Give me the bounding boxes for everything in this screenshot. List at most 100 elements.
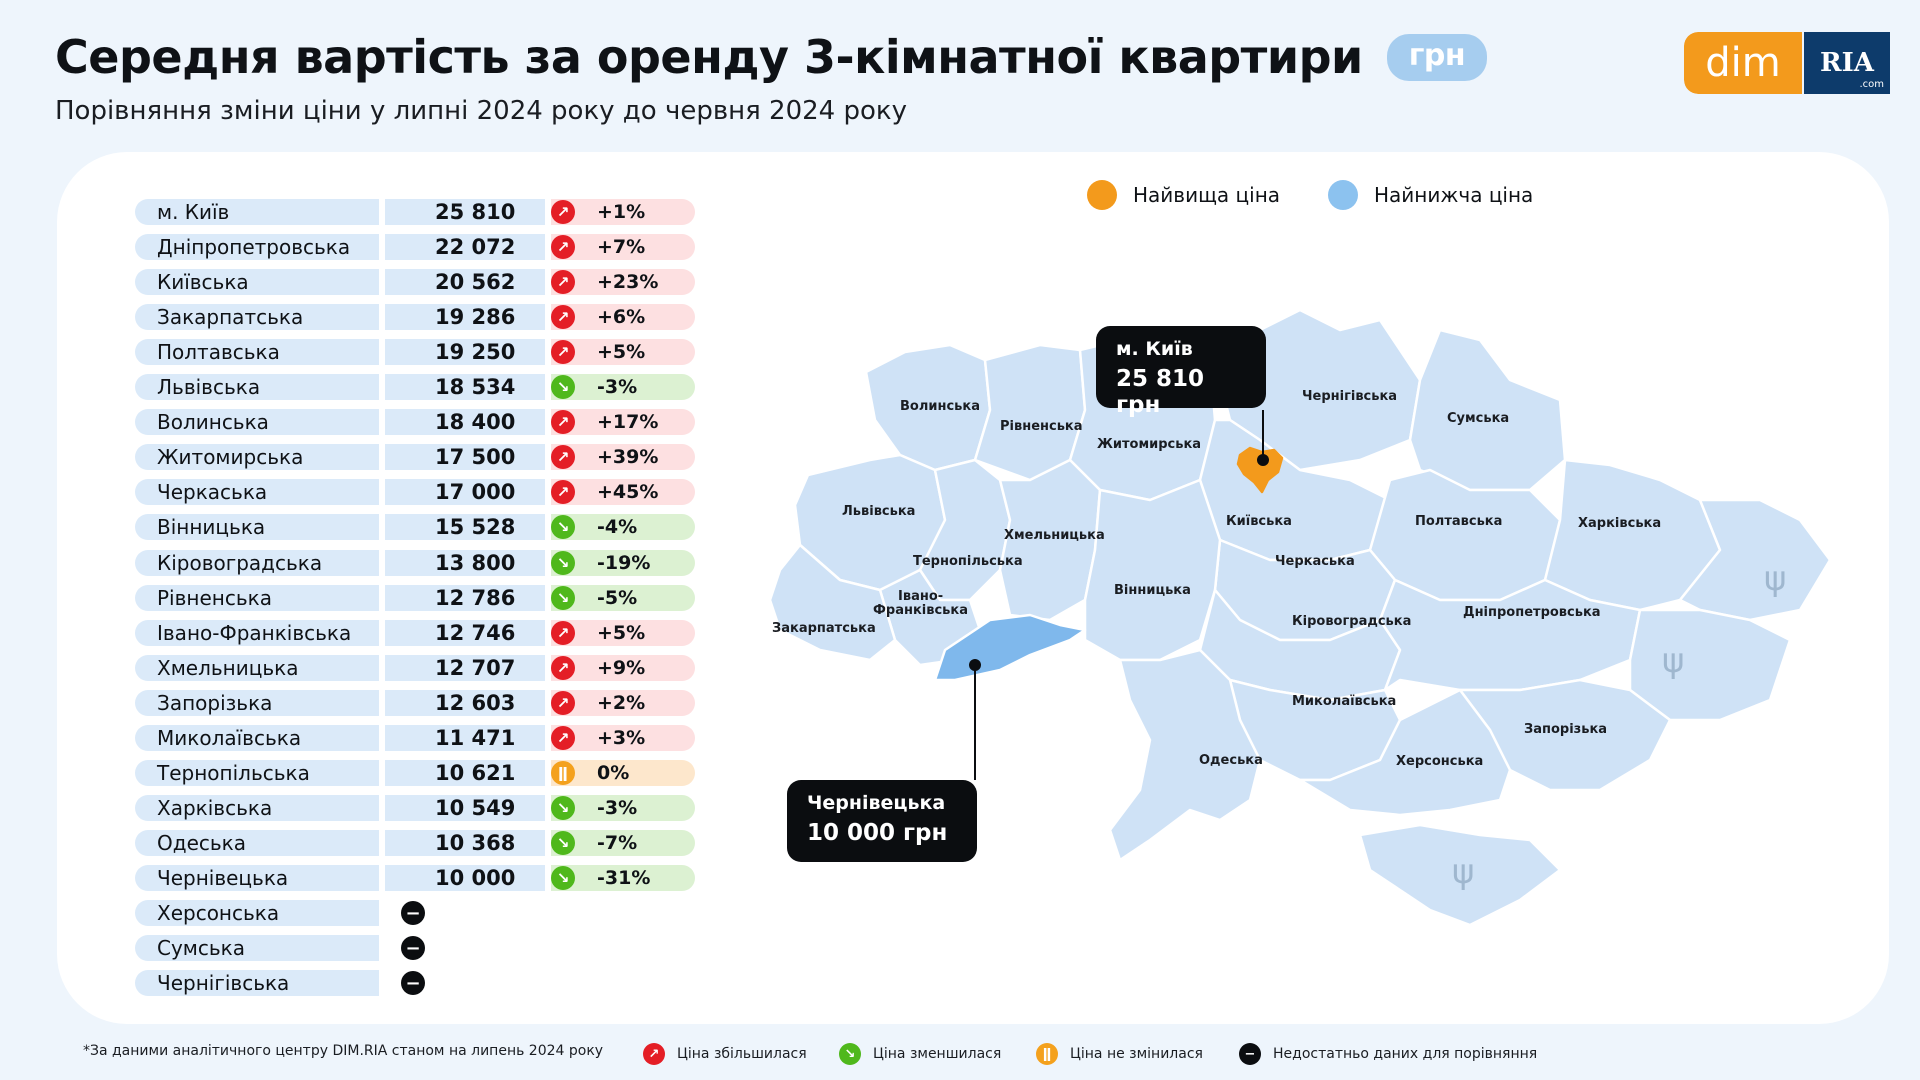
change-cell: ↗ +7% bbox=[551, 234, 695, 260]
region-name: Івано-Франківська bbox=[135, 620, 379, 646]
arrow-up-icon: ↗ bbox=[551, 445, 575, 469]
price-value: 22 072 bbox=[385, 234, 545, 260]
change-cell: ↗ +45% bbox=[551, 479, 695, 505]
region-luhanska bbox=[1678, 498, 1832, 622]
trident-icon: ψ bbox=[1452, 852, 1474, 892]
logo-ria-domain: .com bbox=[1859, 79, 1884, 90]
price-value: 11 471 bbox=[385, 725, 545, 751]
change-percent: +45% bbox=[597, 481, 659, 503]
table-row: Київська 20 562 ↗ +23% bbox=[135, 269, 695, 295]
logo-ria-text: RIA bbox=[1820, 48, 1874, 78]
change-percent: +17% bbox=[597, 411, 659, 433]
minus-icon: − bbox=[401, 971, 425, 995]
arrow-down-icon: ↘ bbox=[551, 796, 575, 820]
table-row: Чернівецька 10 000 ↘ -31% bbox=[135, 865, 695, 891]
table-row: Кіровоградська 13 800 ↘ -19% bbox=[135, 550, 695, 576]
change-percent: +7% bbox=[597, 236, 646, 258]
region-odeska bbox=[1108, 648, 1262, 862]
table-row: Черкаська 17 000 ↗ +45% bbox=[135, 479, 695, 505]
region-name: м. Київ bbox=[135, 199, 379, 225]
callout-highest-value: 25 810 грн bbox=[1116, 366, 1205, 418]
legend-highest: Найвища ціна bbox=[1087, 180, 1280, 210]
arrow-up-icon: ↗ bbox=[551, 410, 575, 434]
footer-legend-nodata: − Недостатньо даних для порівняння bbox=[1239, 1043, 1537, 1065]
trident-icons: ψ ψ ψ bbox=[1452, 559, 1786, 892]
change-cell: ↗ +3% bbox=[551, 725, 695, 751]
change-percent: -4% bbox=[597, 516, 638, 538]
price-value: 18 534 bbox=[385, 374, 545, 400]
map-label-rivnenska: Рівненська bbox=[1000, 419, 1083, 434]
region-donetska bbox=[1628, 608, 1792, 722]
arrow-up-icon: ↗ bbox=[551, 340, 575, 364]
region-name: Полтавська bbox=[135, 339, 379, 365]
region-name: Херсонська bbox=[135, 900, 379, 926]
price-value: 10 621 bbox=[385, 760, 545, 786]
price-value: 12 746 bbox=[385, 620, 545, 646]
dimria-logo[interactable]: dim RIA .com bbox=[1684, 32, 1890, 94]
change-cell: ↘ -3% bbox=[551, 795, 695, 821]
change-cell: ↗ +17% bbox=[551, 409, 695, 435]
map-label-odeska: Одеська bbox=[1199, 753, 1263, 768]
arrow-up-icon: ↗ bbox=[551, 305, 575, 329]
map-label-ternopilska: Тернопільська bbox=[913, 554, 1023, 569]
price-value: 17 000 bbox=[385, 479, 545, 505]
price-value: 15 528 bbox=[385, 514, 545, 540]
table-row: Миколаївська 11 471 ↗ +3% bbox=[135, 725, 695, 751]
region-name: Черкаська bbox=[135, 479, 379, 505]
price-value: 20 562 bbox=[385, 269, 545, 295]
change-cell: ↘ -19% bbox=[551, 550, 695, 576]
change-cell: ↗ +2% bbox=[551, 690, 695, 716]
arrow-up-icon: ↗ bbox=[551, 270, 575, 294]
arrow-down-icon: ↘ bbox=[839, 1043, 861, 1065]
table-row: Волинська 18 400 ↗ +17% bbox=[135, 409, 695, 435]
region-name: Запорізька bbox=[135, 690, 379, 716]
logo-ria-part: RIA .com bbox=[1804, 32, 1890, 94]
map-label-mykolaivska: Миколаївська bbox=[1292, 694, 1396, 709]
arrow-up-icon: ↗ bbox=[551, 235, 575, 259]
arrow-down-icon: ↘ bbox=[551, 831, 575, 855]
region-name: Київська bbox=[135, 269, 379, 295]
change-cell: ↘ -7% bbox=[551, 830, 695, 856]
change-percent: +23% bbox=[597, 271, 659, 293]
price-value: 19 250 bbox=[385, 339, 545, 365]
page-title: Середня вартість за оренду 3-кімнатної к… bbox=[55, 30, 1488, 84]
callout-lowest-region: Чернівецька bbox=[807, 792, 946, 814]
legend-lowest-label: Найнижча ціна bbox=[1374, 183, 1534, 207]
change-cell: ↗ +5% bbox=[551, 339, 695, 365]
table-row: Сумська − bbox=[135, 935, 425, 961]
arrow-down-icon: ↘ bbox=[551, 551, 575, 575]
region-name: Хмельницька bbox=[135, 655, 379, 681]
change-cell: ↗ +1% bbox=[551, 199, 695, 225]
map-label-dnipropetrovska: Дніпропетровська bbox=[1463, 605, 1601, 620]
table-row: Житомирська 17 500 ↗ +39% bbox=[135, 444, 695, 470]
change-cell: ↗ +23% bbox=[551, 269, 695, 295]
logo-dim-part: dim bbox=[1684, 32, 1802, 94]
kyiv-pointer-dot bbox=[1257, 454, 1269, 466]
price-value: 17 500 bbox=[385, 444, 545, 470]
price-value: 12 786 bbox=[385, 585, 545, 611]
table-row: Чернігівська − bbox=[135, 970, 425, 996]
footer-up-label: Ціна збільшилася bbox=[677, 1046, 807, 1062]
arrow-up-icon: ↗ bbox=[551, 691, 575, 715]
arrow-down-icon: ↘ bbox=[551, 866, 575, 890]
callout-highest-region: м. Київ bbox=[1116, 338, 1193, 360]
map-label-kirovohradska: Кіровоградська bbox=[1292, 614, 1411, 629]
blue-dot-icon bbox=[1328, 180, 1358, 210]
change-cell: ↗ +9% bbox=[551, 655, 695, 681]
change-cell: ǁ 0% bbox=[551, 760, 695, 786]
arrow-down-icon: ↘ bbox=[551, 586, 575, 610]
change-percent: -31% bbox=[597, 867, 651, 889]
region-name: Дніпропетровська bbox=[135, 234, 379, 260]
region-name: Житомирська bbox=[135, 444, 379, 470]
price-value: 10 368 bbox=[385, 830, 545, 856]
map-label-volynska: Волинська bbox=[900, 399, 980, 414]
region-sumska bbox=[1408, 328, 1567, 492]
callout-lowest: Чернівецька 10 000 грн bbox=[787, 780, 977, 862]
footer-source: *За даними аналітичного центру DIM.RIA с… bbox=[83, 1043, 603, 1059]
region-name: Харківська bbox=[135, 795, 379, 821]
table-row: Запорізька 12 603 ↗ +2% bbox=[135, 690, 695, 716]
region-name: Тернопільська bbox=[135, 760, 379, 786]
region-name: Рівненська bbox=[135, 585, 379, 611]
map-label-cherkaska: Черкаська bbox=[1275, 554, 1355, 569]
